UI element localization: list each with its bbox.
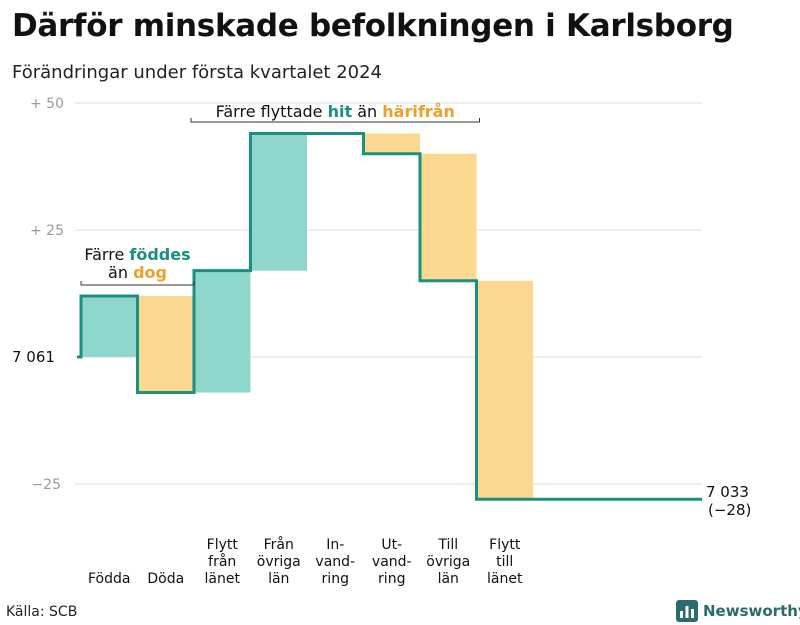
category-label: Flytt xyxy=(207,537,239,553)
annotation-bracket xyxy=(80,281,195,286)
annotation-part: än xyxy=(108,263,133,282)
bar-ut-vand-ring xyxy=(363,133,420,154)
bar-födda xyxy=(81,296,138,357)
bar-flyttfrånlänet xyxy=(194,270,251,393)
start-value-label: 7 061 xyxy=(12,348,55,366)
category-label: Till xyxy=(437,537,458,553)
chart-title: Därför minskade befolkningen i Karlsborg xyxy=(12,8,734,44)
category-label: från xyxy=(208,553,236,570)
y-tick-label: −25 xyxy=(31,477,61,493)
category-label: övriga xyxy=(426,554,470,570)
category-label: Från xyxy=(264,536,294,553)
annotation-part: dog xyxy=(133,263,167,282)
category-label: In- xyxy=(326,537,344,553)
annotation-part: Färre xyxy=(84,245,129,264)
bar-chart-icon xyxy=(676,600,698,622)
category-label: länet xyxy=(205,571,241,587)
category-label: Flytt xyxy=(489,537,521,553)
category-label: övriga xyxy=(257,554,301,570)
annotation-part: hit xyxy=(328,102,353,121)
bar-flytttilllänet xyxy=(476,280,533,500)
annotation-part: föddes xyxy=(129,245,190,264)
brand-name: Newsworthy xyxy=(703,602,800,620)
end-change-label: (−28) xyxy=(708,501,751,519)
chart-subtitle: Förändringar under första kvartalet 2024 xyxy=(12,62,383,83)
annotation-part: härifrån xyxy=(382,102,455,121)
bar-tillövrigalän xyxy=(420,153,477,281)
y-tick-label: + 25 xyxy=(30,223,64,239)
category-label: Döda xyxy=(147,571,184,587)
bar-döda xyxy=(137,296,194,393)
category-label: län xyxy=(268,571,289,587)
category-label: vand- xyxy=(372,554,412,570)
annotation-migration: Färre flyttade hit än härifrån xyxy=(216,102,455,121)
category-label: ring xyxy=(378,571,405,587)
bar-frånövrigalän xyxy=(250,133,307,271)
annotation-bracket xyxy=(190,118,480,123)
y-tick-label: + 50 xyxy=(30,96,64,112)
category-label: län xyxy=(438,571,459,587)
annotation-births-line1: Färre föddes xyxy=(84,245,190,264)
waterfall-chart: + 50 + 25 −25 7 061 7 033(−28) Födda Döda Flytt… xyxy=(12,96,751,587)
cumulative-step-line xyxy=(77,131,702,501)
annotation-part: Färre flyttade xyxy=(216,102,328,121)
category-label: länet xyxy=(487,571,523,587)
category-label: Födda xyxy=(88,571,130,587)
category-label: Ut- xyxy=(381,537,402,553)
annotation-births-line2: än dog xyxy=(108,263,167,282)
end-value-label: 7 033 xyxy=(706,483,749,501)
annotation-part: än xyxy=(352,102,382,121)
source-note: Källa: SCB xyxy=(6,604,78,620)
category-label: vand- xyxy=(315,554,355,570)
category-label: ring xyxy=(322,571,349,587)
brand-logo: Newsworthy xyxy=(676,600,800,622)
category-label: till xyxy=(496,554,513,570)
